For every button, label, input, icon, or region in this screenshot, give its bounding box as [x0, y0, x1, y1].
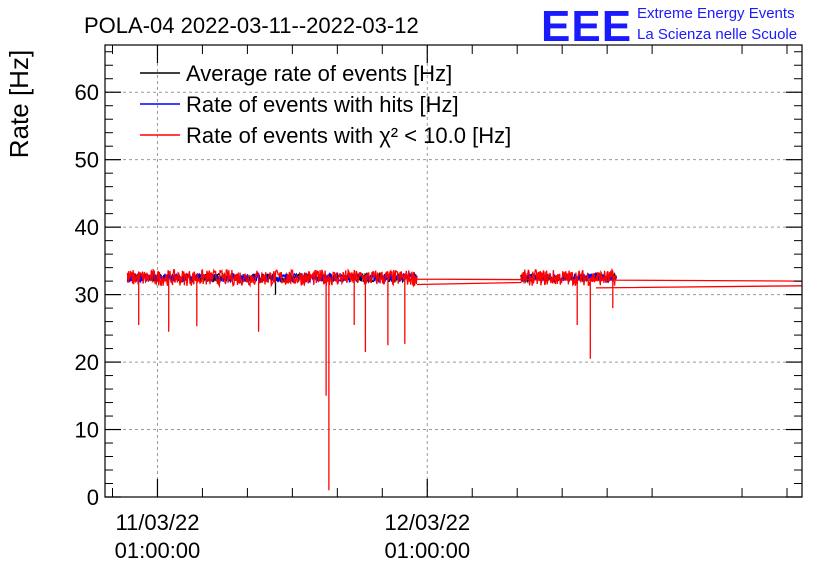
y-tick-label: 30 — [75, 283, 99, 308]
grid-lines — [105, 45, 802, 497]
eee-logo: EEE Extreme Energy Events La Scienza nel… — [541, 2, 797, 51]
y-tick-label: 50 — [75, 148, 99, 173]
legend: Average rate of events [Hz] Rate of event… — [140, 61, 511, 148]
legend-label-0: Average rate of events [Hz] — [186, 61, 452, 86]
y-tick-label: 10 — [75, 418, 99, 443]
eee-logo-line1: Extreme Energy Events — [637, 5, 795, 22]
series-line-2 — [126, 267, 803, 491]
eee-logo-line2: La Scienza nelle Scuole — [637, 26, 797, 43]
legend-label-1: Rate of events with hits [Hz] — [186, 92, 459, 117]
y-axis-title: Rate [Hz] — [4, 50, 34, 158]
y-tick-label: 20 — [75, 350, 99, 375]
x-tick-label-date: 12/03/22 — [384, 510, 470, 535]
x-tick-label-time: 01:00:00 — [115, 538, 201, 563]
y-axis: 0 10 20 30 40 50 60 — [75, 51, 802, 510]
x-tick-label-date: 11/03/22 — [115, 510, 199, 535]
chart-title: POLA-04 2022-03-11--2022-03-12 — [84, 13, 419, 38]
y-tick-label: 40 — [75, 215, 99, 240]
legend-label-2: Rate of events with χ² < 10.0 [Hz] — [186, 123, 511, 148]
series-layer — [126, 267, 803, 491]
y-tick-label: 60 — [75, 80, 99, 105]
x-tick-label-time: 01:00:00 — [384, 538, 470, 563]
plot-frame — [104, 44, 803, 498]
y-tick-label: 0 — [87, 485, 99, 510]
x-axis: 11/03/22 01:00:00 12/03/22 01:00:00 — [111, 45, 788, 563]
eee-logo-mark: EEE — [541, 2, 632, 51]
